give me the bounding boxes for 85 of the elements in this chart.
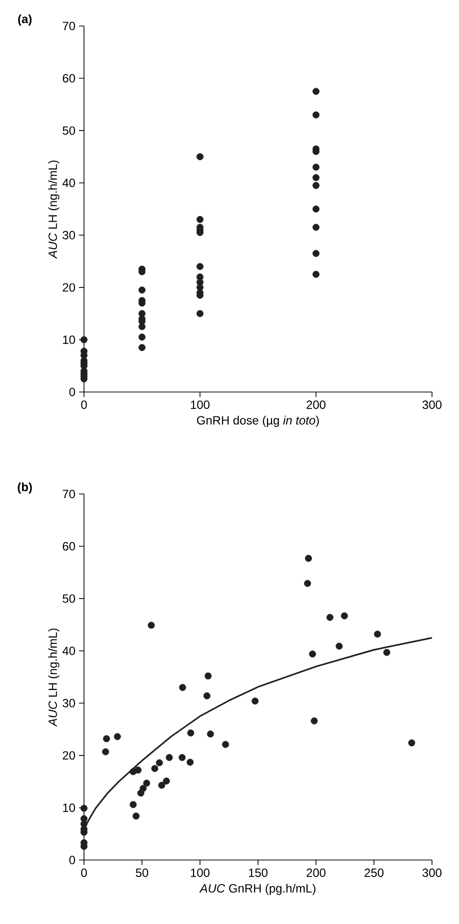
point — [138, 323, 146, 330]
point — [166, 754, 173, 762]
y-tick-label: 0 — [69, 856, 76, 864]
y-tick-label: 60 — [62, 74, 76, 83]
point — [312, 111, 320, 118]
point — [162, 778, 170, 785]
x-tick-label: 100 — [190, 868, 210, 877]
y-tick-label: 70 — [62, 490, 76, 498]
point — [196, 310, 204, 318]
point — [340, 612, 348, 620]
point — [312, 224, 320, 231]
y-tick-label: 50 — [62, 126, 76, 135]
x-tick-label: 200 — [306, 400, 326, 409]
y-tick-label: 20 — [62, 751, 76, 760]
y-tick-label: 30 — [62, 698, 76, 708]
y-tick-label: 70 — [62, 22, 76, 30]
point — [80, 336, 88, 344]
point — [326, 614, 334, 621]
y-tick-label: 10 — [63, 335, 76, 344]
point — [134, 766, 142, 774]
x-tick-label: 300 — [422, 400, 442, 409]
point — [148, 622, 155, 629]
point — [138, 344, 146, 352]
point — [151, 765, 158, 772]
point — [312, 270, 320, 278]
point — [196, 153, 204, 160]
point — [336, 642, 343, 650]
x-tick-label: 300 — [422, 868, 442, 877]
point — [158, 782, 166, 789]
point — [310, 717, 318, 724]
point — [312, 206, 320, 212]
y-tick-label: 60 — [62, 542, 76, 551]
point — [130, 801, 137, 808]
point — [156, 759, 163, 766]
point — [312, 250, 320, 257]
point — [312, 174, 320, 182]
point — [196, 216, 204, 223]
point — [80, 804, 88, 812]
point — [222, 740, 230, 748]
point — [138, 334, 146, 341]
point — [304, 554, 312, 562]
x-tick-label: 0 — [81, 400, 87, 409]
chart-title: (a) — [18, 14, 32, 26]
point — [312, 164, 320, 171]
chart-title: (b) — [18, 482, 32, 494]
x-axis-title: AUC GnRH (pg.h/mL) — [199, 884, 316, 895]
x-tick-label: 50 — [136, 868, 148, 877]
x-axis-title: GnRH dose (µg in toto) — [197, 416, 319, 427]
point — [312, 182, 320, 189]
point — [103, 735, 110, 742]
point — [304, 580, 312, 587]
x-tick-label: 250 — [364, 868, 384, 877]
y-axis-title: AUC LH (ng.h/mL) — [48, 628, 60, 727]
point — [312, 88, 320, 95]
x-tick-label: 0 — [81, 868, 87, 877]
point — [203, 692, 210, 700]
point — [186, 758, 194, 766]
y-tick-label: 40 — [62, 646, 76, 656]
point — [187, 729, 194, 736]
point — [132, 812, 140, 820]
y-tick-label: 40 — [62, 178, 76, 188]
point — [309, 650, 316, 658]
point — [102, 748, 110, 756]
point — [138, 286, 146, 294]
point — [204, 672, 212, 680]
point — [114, 733, 121, 740]
y-tick-label: 10 — [63, 803, 76, 812]
point — [196, 263, 204, 270]
point — [143, 780, 150, 787]
x-tick-label: 200 — [306, 868, 326, 877]
point — [178, 754, 186, 762]
point — [206, 730, 214, 738]
y-tick-label: 30 — [62, 230, 76, 240]
point — [140, 784, 147, 792]
y-tick-label: 20 — [62, 283, 76, 292]
y-tick-label: 0 — [69, 388, 76, 396]
point — [179, 684, 186, 691]
point — [252, 698, 259, 705]
x-tick-label: 150 — [248, 868, 268, 877]
point — [408, 739, 416, 746]
y-tick-label: 50 — [62, 594, 76, 603]
point — [374, 630, 381, 638]
point — [383, 648, 390, 656]
y-axis-title: AUC LH (ng.h/mL) — [48, 160, 60, 259]
x-tick-label: 100 — [190, 400, 210, 409]
